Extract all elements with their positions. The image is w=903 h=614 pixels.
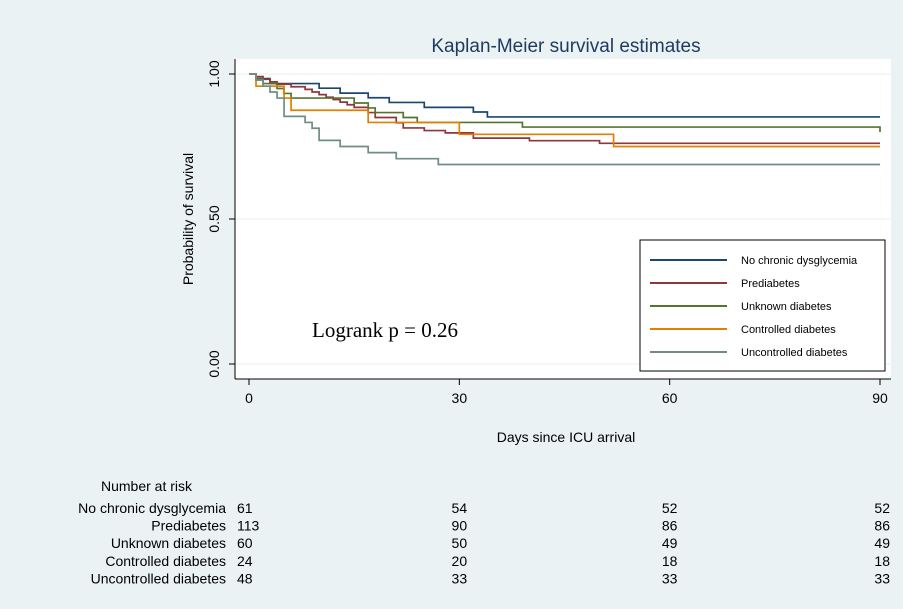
risk-count-0-1: 54 (452, 500, 468, 516)
risk-count-0-2: 52 (662, 500, 678, 516)
x-tick-label-0: 0 (245, 390, 253, 406)
risk-count-2-3: 49 (874, 535, 890, 551)
risk-row-label-0: No chronic dysglycemia (78, 500, 226, 516)
legend-label-1: Prediabetes (741, 278, 800, 290)
risk-count-1-0: 113 (237, 518, 260, 534)
x-tick-label-2: 60 (662, 390, 678, 406)
risk-row-label-3: Controlled diabetes (105, 553, 226, 569)
risk-count-2-1: 50 (452, 535, 468, 551)
risk-row-label-1: Prediabetes (151, 518, 226, 534)
risk-count-3-0: 24 (237, 553, 253, 569)
y-tick-label-0: 0.00 (206, 350, 222, 377)
risk-count-4-1: 33 (452, 570, 468, 586)
risk-count-4-2: 33 (662, 570, 678, 586)
risk-count-0-3: 52 (874, 500, 890, 516)
x-tick-label-3: 90 (872, 390, 888, 406)
legend-label-2: Unknown diabetes (741, 301, 832, 313)
risk-count-4-0: 48 (237, 570, 253, 586)
risk-count-3-2: 18 (662, 553, 678, 569)
x-tick-label-1: 30 (452, 390, 468, 406)
y-tick-label-2: 1.00 (206, 60, 222, 87)
risk-row-label-4: Uncontrolled diabetes (91, 570, 226, 586)
risk-row-label-2: Unknown diabetes (111, 535, 226, 551)
risk-table-header: Number at risk (101, 478, 193, 494)
risk-count-0-0: 61 (237, 500, 253, 516)
series-line-4 (249, 73, 880, 166)
risk-count-1-3: 86 (874, 518, 890, 534)
x-axis-label: Days since ICU arrival (497, 429, 635, 445)
series-line-3 (249, 73, 880, 148)
risk-count-2-2: 49 (662, 535, 678, 551)
chart-title: Kaplan-Meier survival estimates (431, 36, 700, 57)
axis-layer: 0.00 0.50 1.00 0 30 60 90 (206, 59, 891, 406)
risk-count-1-1: 90 (452, 518, 468, 534)
risk-count-3-1: 20 (452, 553, 468, 569)
legend-label-0: No chronic dysglycemia (741, 255, 858, 267)
logrank-annotation: Logrank p = 0.26 (312, 318, 458, 342)
risk-count-4-3: 33 (874, 570, 890, 586)
risk-table: Number at risk No chronic dysglycemia 61 5… (78, 478, 890, 586)
legend: No chronic dysglycemia Prediabetes Unknown… (639, 239, 886, 372)
risk-count-2-0: 60 (237, 535, 253, 551)
risk-count-3-3: 18 (874, 553, 890, 569)
y-tick-label-1: 0.50 (206, 205, 222, 232)
risk-rows: No chronic dysglycemia 61 54 52 52 Prediabete… (78, 500, 890, 586)
legend-items: No chronic dysglycemia Prediabetes Unknown… (650, 255, 858, 359)
legend-label-3: Controlled diabetes (741, 324, 836, 336)
series-layer (249, 73, 881, 166)
y-axis-label: Probability of survival (180, 153, 196, 285)
legend-label-4: Uncontrolled diabetes (741, 347, 848, 359)
risk-count-1-2: 86 (662, 518, 678, 534)
